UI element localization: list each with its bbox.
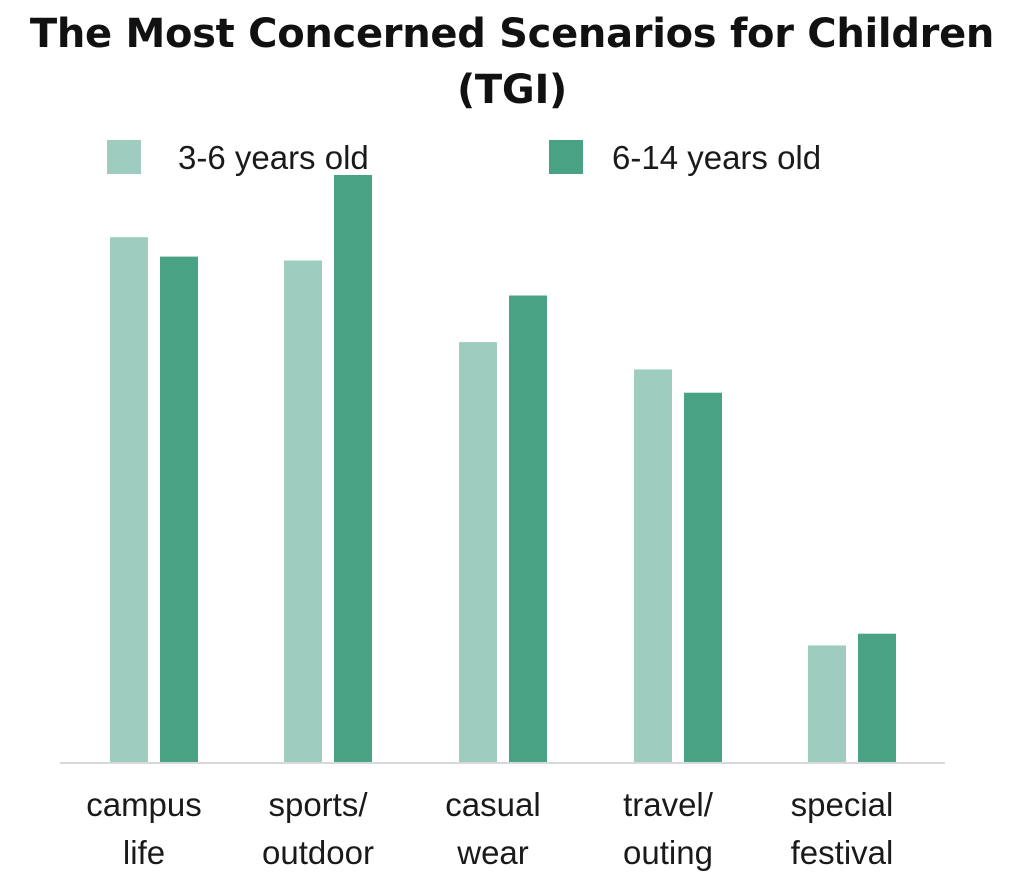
category-label-0-line-1: life <box>123 834 165 871</box>
legend-label-0: 3-6 years old <box>178 139 369 176</box>
category-label-4-line-1: festival <box>791 834 894 871</box>
legend-swatch-1 <box>549 140 583 174</box>
category-label-2-line-1: wear <box>456 834 529 871</box>
category-label-3-line-1: outing <box>623 834 713 871</box>
category-labels: campus life sports/outdoor casual wear travel… <box>86 786 893 871</box>
bar-age-6-14-1 <box>334 175 372 762</box>
category-label-1-line-1: outdoor <box>262 834 374 871</box>
bar-age-6-14-3 <box>684 392 722 762</box>
legend: 3-6 years old 6-14 years old <box>107 139 821 176</box>
category-label-4-line-0: special <box>791 786 894 823</box>
bar-age-6-14-2 <box>509 295 547 762</box>
bar-age-6-14-4 <box>858 633 896 762</box>
bars <box>110 175 896 762</box>
bar-age-3-6-2 <box>459 342 497 762</box>
bar-age-3-6-0 <box>110 237 148 762</box>
bar-age-3-6-1 <box>284 260 322 762</box>
bar-age-3-6-3 <box>634 369 672 762</box>
bar-age-3-6-4 <box>808 645 846 762</box>
bar-age-6-14-0 <box>160 256 198 762</box>
category-label-3-line-0: travel/ <box>623 786 714 823</box>
category-label-2-line-0: casual <box>445 786 540 823</box>
category-label-0-line-0: campus <box>86 786 202 823</box>
chart-title: The Most Concerned Scenarios for Childre… <box>29 11 995 113</box>
category-label-1-line-0: sports/ <box>268 786 368 823</box>
legend-label-1: 6-14 years old <box>612 139 821 176</box>
legend-swatch-0 <box>107 140 141 174</box>
